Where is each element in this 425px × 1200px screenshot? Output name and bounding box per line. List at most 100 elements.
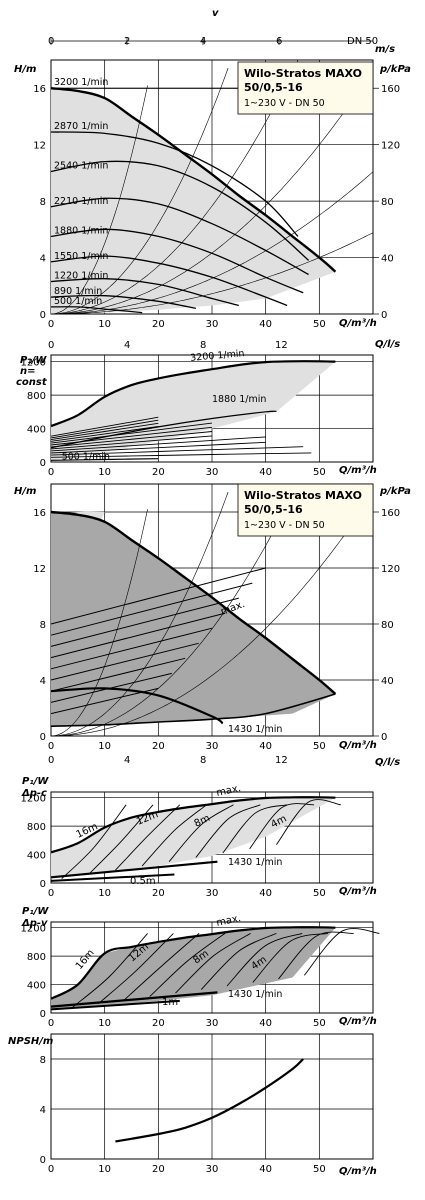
- control-curve: [226, 932, 303, 987]
- control-curve: [50, 657, 186, 692]
- y-tick-label: 8: [40, 197, 46, 208]
- control-range-fill: [51, 927, 336, 1011]
- control-curve: [61, 804, 127, 880]
- top-axis-tag: DN 50: [347, 36, 378, 47]
- operating-range-fill: [51, 797, 336, 879]
- control-curve: [88, 804, 154, 875]
- speed-curve-label: 3200 1/min: [54, 77, 108, 88]
- y2-axis-label: p/kPa: [379, 486, 411, 497]
- x-axis-label: Q/m³/h: [339, 1166, 377, 1177]
- x-tick-label: 30: [206, 888, 219, 897]
- y-tick-label: 4: [40, 676, 46, 687]
- x-tick-label: 50: [313, 319, 326, 330]
- chart-supply: 1~230 V - DN 50: [244, 98, 325, 109]
- speed-curve: [50, 306, 143, 314]
- top-axis-ticks: 0 4 8 12: [48, 340, 288, 351]
- x-tick-label: 10: [98, 319, 111, 330]
- speed-curve-label: 2870 1/min: [54, 121, 108, 132]
- system-curve: [50, 493, 374, 737]
- max-label: max.: [215, 913, 242, 929]
- y-tick-label: 4: [40, 254, 46, 265]
- x-tick-label: 10: [98, 888, 111, 897]
- chart-head-nconst: v 0 2 4 6 DN 50 m/s 0 10 20 30 40 50048121604…: [14, 8, 411, 330]
- top-tick: 6: [276, 36, 282, 47]
- y-tick-label: 800: [27, 391, 46, 402]
- x-tick-label: 40: [259, 888, 272, 897]
- speed-curve: [50, 278, 239, 307]
- y-tick-label: 12: [33, 141, 46, 152]
- speed-curve-label: 500 1/min: [54, 296, 102, 307]
- x-tick-label: 30: [206, 1164, 219, 1175]
- x-tick-label: 0: [48, 319, 54, 330]
- speed-curve: [50, 228, 304, 294]
- control-curve: [195, 804, 261, 858]
- speed-curve: [50, 87, 337, 273]
- top-axis-ticks: 0 4 8 12: [48, 755, 288, 766]
- y-axis-label: H/m: [14, 64, 36, 75]
- speed-curve: [50, 160, 310, 261]
- y-tick-label: 0: [40, 310, 46, 321]
- control-curve: [222, 804, 288, 854]
- top-tick: 12: [275, 755, 288, 766]
- chart-model: 50/0,5-16: [244, 503, 303, 516]
- x-tick-label: 40: [259, 319, 272, 330]
- x-tick-label: 20: [152, 467, 165, 475]
- power-curve: [50, 446, 304, 456]
- chart-model: 50/0,5-16: [244, 81, 303, 94]
- x-tick-label: 10: [98, 1018, 111, 1027]
- y-tick-label: 12: [33, 564, 46, 575]
- x-tick-label: 20: [152, 1018, 165, 1027]
- speed-curve: [50, 294, 197, 310]
- x-tick-label: 40: [259, 1018, 272, 1027]
- x-tick-label: 50: [313, 888, 326, 897]
- x-axis-label: Q/m³/h: [339, 1016, 377, 1027]
- speed-curve: [50, 197, 309, 276]
- x-tick-label: 30: [206, 741, 219, 752]
- y-axis-label: P₁/W: [20, 355, 47, 366]
- top-tick: 8: [200, 340, 206, 351]
- x-tick-label: 30: [206, 467, 219, 475]
- y-tick-label: 4: [40, 1105, 46, 1116]
- x-tick-label: 0: [48, 888, 54, 897]
- top-tick: 4: [124, 340, 130, 351]
- plot-area: 0 10 20 30 40 50 0 4 8: [40, 1033, 374, 1175]
- curve-label-1m: 1m: [162, 997, 178, 1008]
- min-head-curve: [50, 999, 180, 1011]
- x-axis-label: Q/m³/h: [339, 886, 377, 897]
- x-tick-label: 20: [152, 888, 165, 897]
- x-tick-label: 30: [206, 319, 219, 330]
- x-axis-label: Q/m³/h: [339, 465, 377, 475]
- x-tick-label: 20: [152, 741, 165, 752]
- y-tick-label: 16: [33, 84, 46, 95]
- curve-label-0.5m: 0.5m: [130, 876, 156, 887]
- chart-title: Wilo-Stratos MAXO: [244, 67, 362, 80]
- x-tick-label: 30: [206, 1018, 219, 1027]
- top-tick: 4: [124, 755, 130, 766]
- speed-curve-label: 1550 1/min: [54, 251, 108, 262]
- min-speed-curve: [50, 991, 218, 1008]
- control-curve: [278, 931, 354, 980]
- control-curve: [303, 928, 380, 976]
- y-tick-label: 0: [40, 879, 46, 890]
- speed-curve-label: 1220 1/min: [54, 271, 108, 282]
- plot-area: 0 10 20 30 40 50 0 400 800 1200 3200 1/min 1880 1/m…: [21, 348, 374, 475]
- y2-tick-label: 160: [381, 508, 400, 519]
- system-curve: [50, 85, 148, 315]
- control-curve: [175, 933, 251, 994]
- control-curve: [200, 932, 277, 990]
- power-curve-named: [50, 458, 159, 461]
- x-tick-label: 40: [259, 741, 272, 752]
- control-curve: [72, 933, 148, 1008]
- y-tick-label: 1200: [21, 358, 46, 369]
- speed-curve-label: 890 1/min: [54, 286, 102, 297]
- min-head-curve: [50, 873, 175, 882]
- speed-curve-label: 1880 1/min: [54, 225, 108, 236]
- power-curve: [50, 441, 266, 454]
- power-curve: [50, 435, 213, 450]
- y-axis-label-2: Δp-c: [21, 788, 47, 799]
- y2-tick-label: 120: [381, 141, 400, 152]
- power-curve: [50, 422, 159, 441]
- x-tick-label: 50: [313, 1018, 326, 1027]
